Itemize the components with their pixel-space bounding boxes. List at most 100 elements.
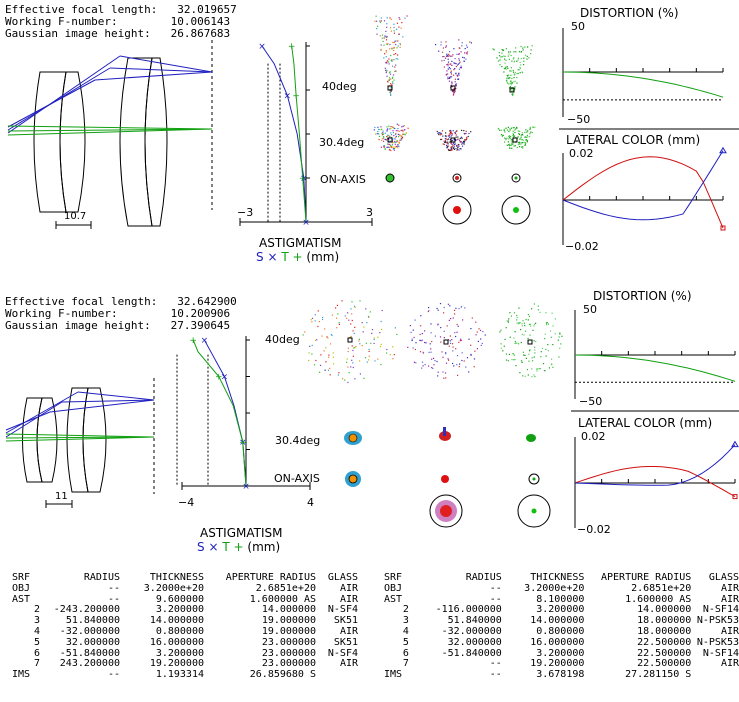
spot-point bbox=[512, 88, 514, 90]
spot-point bbox=[433, 364, 435, 366]
airy-disk-circle bbox=[501, 195, 531, 225]
spot-point bbox=[515, 47, 517, 49]
spot-point bbox=[394, 138, 396, 140]
sagittal-curve bbox=[261, 45, 307, 223]
spot-point bbox=[402, 133, 404, 135]
spot-point bbox=[374, 126, 376, 129]
spot-point bbox=[501, 49, 503, 51]
spot-point bbox=[459, 148, 461, 150]
spot-point bbox=[465, 44, 468, 46]
spot-point bbox=[452, 94, 454, 96]
spot-point bbox=[386, 126, 388, 128]
spot-point bbox=[377, 131, 379, 133]
spec-efl: Effective focal length: 32.642900 bbox=[5, 295, 237, 308]
table-row: 7 243.200000 19.200000 23.000000 AIR bbox=[12, 659, 358, 670]
spot-point bbox=[442, 56, 444, 58]
spot-point bbox=[380, 146, 382, 148]
spot-point bbox=[359, 373, 361, 375]
spot-point bbox=[520, 137, 522, 139]
spot-point bbox=[437, 324, 439, 326]
table-cell: AST bbox=[384, 593, 403, 605]
spot-point bbox=[511, 88, 513, 90]
distortion-title: DISTORTION (%) bbox=[580, 6, 679, 20]
spot-point bbox=[457, 78, 459, 80]
table-cell: 2.6851e+20 bbox=[255, 582, 316, 594]
spec-image-height: Gaussian image height: 26.867683 bbox=[5, 27, 231, 40]
spot-centroid bbox=[450, 85, 456, 91]
spot-point bbox=[550, 364, 552, 366]
spot-point bbox=[375, 133, 377, 135]
spot-point bbox=[458, 145, 460, 147]
table-cell: 3.200000 bbox=[155, 647, 204, 659]
spot-point bbox=[445, 141, 447, 143]
spot-point bbox=[452, 317, 454, 319]
table-cell: 1.600000 AS bbox=[625, 593, 692, 605]
spot-point bbox=[552, 344, 554, 346]
spot-point bbox=[560, 343, 562, 345]
spot-point bbox=[389, 140, 391, 142]
spot-point bbox=[421, 361, 424, 363]
lateral-color-blue-curve bbox=[574, 444, 736, 486]
spot-point bbox=[359, 343, 361, 345]
table-cell: 3 bbox=[33, 615, 40, 627]
table-cell: 27.281150 S bbox=[625, 669, 692, 681]
spot-point bbox=[439, 132, 441, 134]
spot-point bbox=[520, 51, 522, 53]
spot-point bbox=[509, 137, 511, 139]
spot-point bbox=[457, 63, 459, 65]
spot-point bbox=[453, 365, 455, 367]
spot-point bbox=[346, 361, 348, 363]
spot-point bbox=[527, 319, 529, 321]
spot-point bbox=[447, 358, 449, 360]
spot-point bbox=[516, 127, 518, 129]
sagittal-marker: × bbox=[300, 174, 308, 184]
spot-point bbox=[392, 126, 394, 128]
spot-point bbox=[413, 336, 415, 339]
spot-point bbox=[401, 126, 403, 128]
spot-point bbox=[525, 357, 527, 359]
spot-point bbox=[393, 354, 395, 356]
spot-point bbox=[351, 359, 353, 361]
spot-point bbox=[365, 308, 367, 310]
spot-point bbox=[421, 367, 423, 369]
spot-point bbox=[480, 338, 482, 340]
spot-point bbox=[551, 358, 553, 360]
spot-point bbox=[388, 72, 391, 74]
spot-point bbox=[445, 57, 447, 59]
table-cell: 23.000000 bbox=[261, 647, 316, 659]
table-cell: 19.000000 bbox=[261, 615, 316, 627]
spot-point bbox=[335, 307, 337, 309]
spot-point bbox=[509, 145, 511, 147]
spot-point bbox=[385, 62, 387, 64]
spot-point bbox=[549, 330, 552, 332]
spot-point bbox=[512, 132, 514, 134]
spot-point bbox=[387, 134, 389, 136]
spot-point bbox=[445, 74, 447, 76]
spot-point bbox=[319, 371, 321, 373]
spot-point bbox=[527, 130, 529, 132]
spot-point bbox=[392, 138, 394, 140]
spot-centroid bbox=[387, 137, 393, 143]
spot-point bbox=[395, 133, 397, 135]
spot-point bbox=[400, 139, 402, 141]
spot-point bbox=[388, 79, 390, 81]
sagittal-marker: × bbox=[242, 482, 250, 492]
spot-point bbox=[397, 147, 399, 149]
table-cell: 16.000000 bbox=[530, 636, 585, 648]
spot-point bbox=[508, 144, 510, 146]
spot-point bbox=[458, 59, 460, 61]
spot-point bbox=[498, 128, 500, 130]
spot-point bbox=[450, 146, 452, 148]
table-row: 6 -51.840000 3.200000 22.500000 N-SF14 bbox=[384, 648, 739, 660]
spot-point bbox=[514, 87, 516, 89]
spot-point bbox=[519, 372, 521, 374]
spot-point bbox=[518, 343, 520, 345]
spot-point bbox=[382, 140, 385, 142]
spot-point bbox=[527, 314, 529, 316]
table-cell: 32.000000 bbox=[447, 636, 502, 648]
spot-point bbox=[384, 148, 386, 150]
spot-point bbox=[391, 144, 393, 146]
spot-point bbox=[526, 55, 528, 57]
spot-point bbox=[458, 366, 460, 368]
